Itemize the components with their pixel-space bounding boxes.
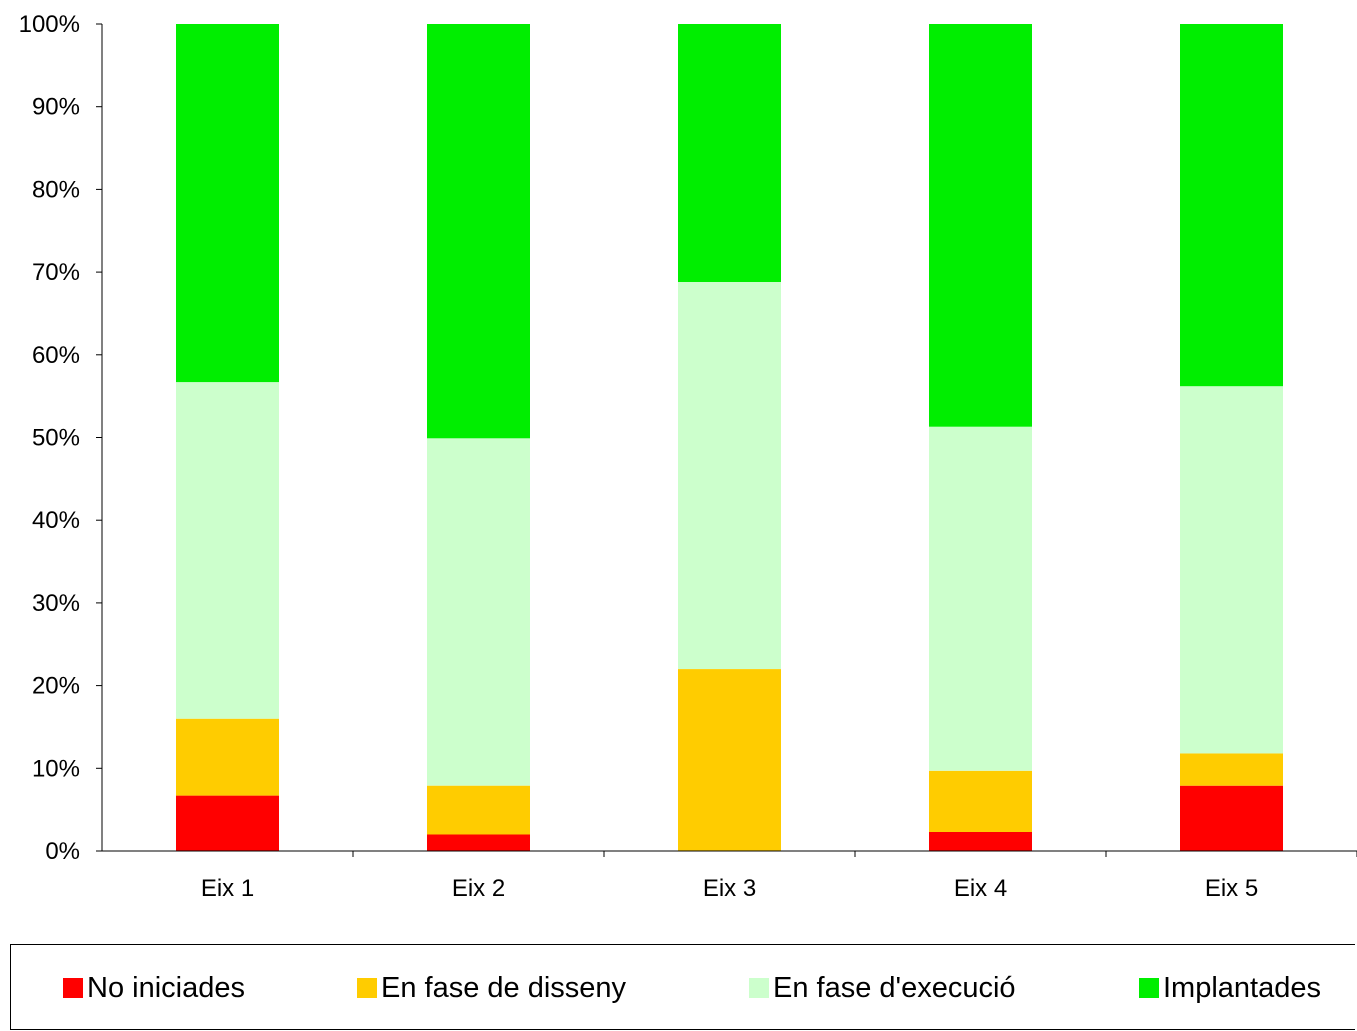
legend-item: No iniciades: [63, 945, 245, 1031]
bar-segment-1-4: [176, 24, 279, 383]
y-tick-label: 0%: [45, 838, 80, 865]
bar-segment-3-4: [678, 24, 781, 282]
y-tick-label: 80%: [32, 176, 80, 203]
legend-label: En fase d'execució: [773, 971, 1016, 1004]
legend-label: Implantades: [1163, 971, 1321, 1004]
y-tick-label: 100%: [19, 11, 80, 38]
y-tick-label: 60%: [32, 342, 80, 369]
bar-segment-2-1: [427, 834, 530, 851]
bar-segment-5-4: [1180, 24, 1283, 387]
legend-label: No iniciades: [87, 971, 245, 1004]
bar-segment-4-2: [929, 770, 1032, 832]
bar-segment-4-1: [929, 832, 1032, 851]
bar-segment-3-2: [678, 669, 781, 851]
x-tick-label: Eix 5: [1205, 875, 1258, 902]
legend-swatch: [357, 978, 377, 998]
x-tick-label: Eix 2: [452, 875, 505, 902]
x-tick-label: Eix 4: [954, 875, 1007, 902]
legend-swatch: [1139, 978, 1159, 998]
legend-swatch: [63, 978, 83, 998]
bar-segment-4-4: [929, 24, 1032, 427]
bar-segment-2-4: [427, 24, 530, 439]
y-tick-label: 70%: [32, 259, 80, 286]
bar-segment-4-3: [929, 426, 1032, 771]
y-tick-label: 20%: [32, 673, 80, 700]
x-tick-label: Eix 1: [201, 875, 254, 902]
x-tick-label: Eix 3: [703, 875, 756, 902]
legend-item: En fase de disseny: [357, 945, 626, 1031]
y-tick-label: 30%: [32, 590, 80, 617]
bar-segment-2-2: [427, 785, 530, 835]
axes-group: 0% 10% 20% 30% 40% 50% 60% 70% 80% 90% 100% Eix 1 Ei…: [19, 11, 1357, 902]
bar-segment-1-3: [176, 382, 279, 719]
legend-label: En fase de disseny: [381, 971, 627, 1004]
bar-segment-5-1: [1180, 785, 1283, 851]
bar-segment-2-3: [427, 438, 530, 786]
bar-segment-1-1: [176, 795, 279, 851]
bar-segment-5-2: [1180, 753, 1283, 786]
stacked-bar-chart: 0% 10% 20% 30% 40% 50% 60% 70% 80% 90% 100% Eix 1 Ei…: [19, 11, 1357, 902]
y-tick-label: 40%: [32, 507, 80, 534]
bar-segment-3-3: [678, 282, 781, 669]
legend-item: En fase d'execució: [749, 945, 1016, 1031]
bars-group: [176, 24, 1283, 851]
legend-item: Implantades: [1139, 945, 1321, 1031]
legend: No iniciades En fase de disseny En fase d'…: [10, 944, 1355, 1030]
y-tick-label: 90%: [32, 94, 80, 121]
y-tick-label: 50%: [32, 425, 80, 452]
bar-segment-5-3: [1180, 386, 1283, 754]
legend-swatch: [749, 978, 769, 998]
y-tick-label: 10%: [32, 755, 80, 782]
bar-segment-1-2: [176, 718, 279, 796]
